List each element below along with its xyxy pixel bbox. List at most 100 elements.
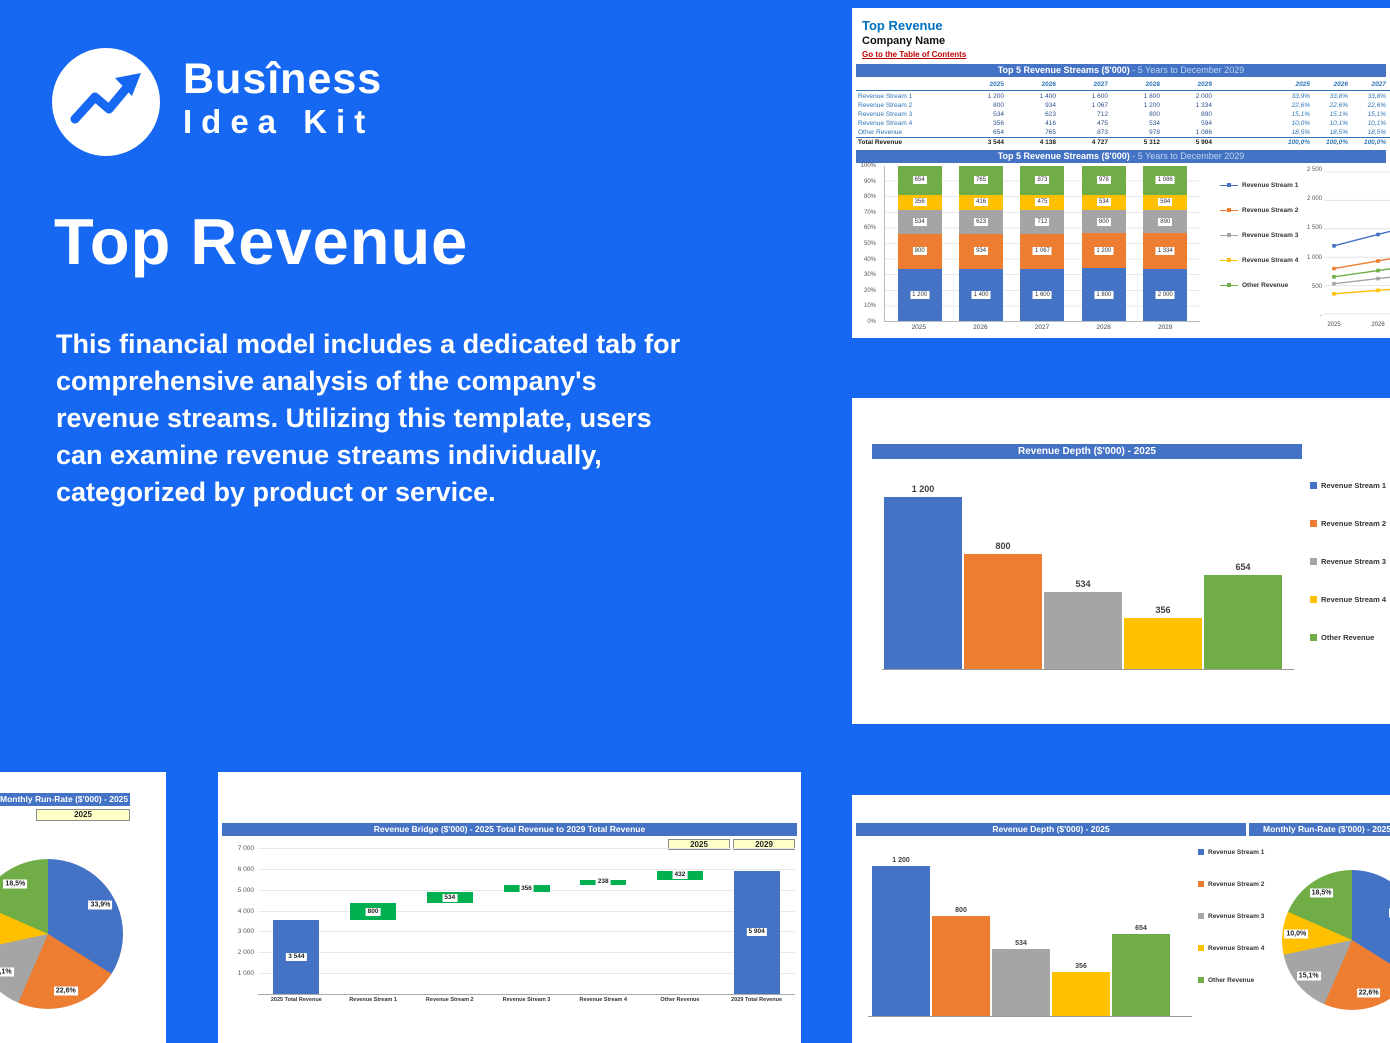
legend-label: Revenue Stream 4: [1242, 256, 1299, 264]
y-tick-label: 2 500: [1306, 167, 1322, 173]
value-cell: 1 200: [1143, 102, 1160, 109]
legend-item: Other Revenue: [1310, 632, 1386, 642]
bar-value-label: 1 200: [892, 857, 910, 864]
depth-small-chart: 1 200 800 534 356 654: [868, 857, 1192, 1017]
pct-cell: 100,0%: [1325, 139, 1348, 146]
legend-item: Revenue Stream 3: [1198, 911, 1264, 921]
pct-cell: 33,9%: [1291, 93, 1310, 100]
x-tick-label: Revenue Stream 4: [579, 997, 628, 1003]
section-header-main: Top 5 Revenue Streams ($'000): [997, 65, 1130, 75]
bar-value-label: 534: [1015, 940, 1027, 948]
legend-label: Revenue Stream 1: [1321, 480, 1387, 490]
legend-marker-dot: [1227, 232, 1231, 237]
segment-label: 1 086: [1155, 176, 1175, 185]
pie-slice-label: 22,6%: [1356, 988, 1381, 998]
segment-label: 890: [1158, 217, 1173, 226]
y-tick-label: 90%: [863, 178, 876, 185]
legend-label: Other Revenue: [1208, 976, 1255, 984]
legend-item: Revenue Stream 1: [1220, 180, 1298, 190]
pct-cell: 100,0%: [1287, 139, 1310, 146]
bar-group: 356: [1052, 963, 1110, 1016]
section-header-main: Top 5 Revenue Streams ($'000): [997, 151, 1130, 161]
y-tick-label: 6 000: [237, 865, 254, 873]
bridge-to-year-dropdown[interactable]: 2029: [733, 839, 795, 850]
y-tick-label: 80%: [863, 194, 876, 201]
x-tick-label: 2025: [911, 324, 927, 331]
panel-revenue-depth: Revenue Depth ($'000) - 2025 1 200 800 534…: [852, 398, 1390, 724]
pct-cell: 18,5%: [1367, 129, 1386, 136]
pct-cell: 15,1%: [1367, 111, 1386, 118]
bar-value-label: 654: [1135, 925, 1147, 933]
segment-label: 1 334: [1155, 246, 1175, 255]
gridline: [258, 952, 795, 954]
legend-square-marker: [1198, 849, 1204, 855]
legend-square-marker: [1310, 595, 1317, 603]
value-cell: 765: [1045, 129, 1056, 136]
x-tick-label: 2028: [1096, 324, 1111, 331]
depth-small-legend: Revenue Stream 1 Revenue Stream 2 Revenue …: [1198, 847, 1264, 1007]
bar-segment: 475: [1020, 194, 1065, 211]
bar-segment: 1 200: [897, 268, 942, 321]
panel-revenue-bridge: Revenue Bridge ($'000) - 2025 Total Reve…: [218, 772, 801, 1043]
year-selector-dropdown[interactable]: 2025: [36, 809, 130, 821]
bar: [1052, 971, 1110, 1016]
stacked-bar: 1 400 934 623 416 765: [959, 166, 1004, 321]
legend-label: Revenue Stream 4: [1208, 944, 1265, 952]
bar-segment: 934: [959, 233, 1004, 269]
brand-subname: Idea Kit: [183, 103, 375, 140]
value-cell: 2 000: [1195, 93, 1212, 100]
legend-item: Revenue Stream 1: [1310, 480, 1386, 490]
trend-y-axis: 2 500 2 000 1 500 1 000 500 -: [1298, 166, 1322, 319]
value-cell: 978: [1149, 129, 1160, 136]
legend-item: Other Revenue: [1220, 280, 1298, 290]
legend-line-marker: [1220, 257, 1238, 262]
bar-group: 534: [992, 940, 1050, 1016]
x-tick-label: 2025 Total Revenue: [270, 997, 322, 1003]
segment-label: 594: [1158, 198, 1173, 207]
runrate-title-left: Monthly Run-Rate ($'000) - 2025: [0, 793, 130, 806]
gridline: [258, 931, 795, 933]
bar-group: 654: [1204, 562, 1282, 669]
trend-arrow-icon: [70, 73, 141, 124]
legend-label: Revenue Stream 3: [1242, 231, 1299, 239]
value-cell: 5 312: [1143, 139, 1160, 146]
table-row: Revenue Stream 2 800 934 1 067 1 200 1 334 22,…: [856, 101, 1390, 110]
bridge-from-year-dropdown[interactable]: 2025: [668, 839, 730, 850]
bridge-chart-title: Revenue Bridge ($'000) - 2025 Total Reve…: [222, 823, 797, 836]
pct-cell: 10,1%: [1367, 120, 1386, 127]
table-row: Total Revenue 3 544 4 138 4 727 5 312 5 904 10…: [856, 137, 1390, 147]
pct-cell: 10,0%: [1291, 120, 1310, 127]
segment-label: 1 800: [1094, 290, 1114, 299]
value-cell: 1 067: [1091, 102, 1108, 109]
value-cell: 654: [993, 129, 1004, 136]
bar-segment: 594: [1143, 194, 1188, 211]
value-cell: 594: [1201, 120, 1212, 127]
table-of-contents-link[interactable]: Go to the Table of Contents: [862, 50, 967, 59]
value-cell: 1 800: [1143, 93, 1160, 100]
bar-segment: 623: [959, 210, 1004, 234]
bar-segment: 890: [1143, 210, 1188, 234]
bar: [1124, 618, 1202, 669]
pie-slice-label: 33,9%: [88, 900, 113, 910]
legend-square-marker: [1310, 519, 1317, 527]
value-cell: 800: [993, 102, 1004, 109]
pct-cell: 100,0%: [1363, 139, 1386, 146]
legend-square-marker: [1198, 913, 1204, 919]
bar-segment: 416: [959, 194, 1004, 211]
bar-value-label: 654: [1235, 562, 1251, 573]
legend-marker-dot: [1227, 257, 1231, 262]
segment-label: 800: [1096, 217, 1111, 226]
y-tick-label: 10%: [863, 303, 876, 310]
table-row: Revenue Stream 3 534 623 712 800 890 15,1% 15,1…: [856, 110, 1390, 119]
legend-label: Other Revenue: [1242, 281, 1289, 289]
y-tick-label: 1 500: [1306, 225, 1322, 232]
brand-logo: [52, 48, 160, 156]
y-tick-label: 20%: [863, 287, 876, 294]
segment-label: 978: [1096, 176, 1111, 185]
depth-legend: Revenue Stream 1 Revenue Stream 2 Revenue …: [1310, 480, 1386, 670]
stacked-bar: 1 200 800 534 356 654: [897, 166, 942, 321]
pct-cell: 100,0%: [1386, 138, 1390, 147]
segment-label: 800: [912, 247, 927, 256]
